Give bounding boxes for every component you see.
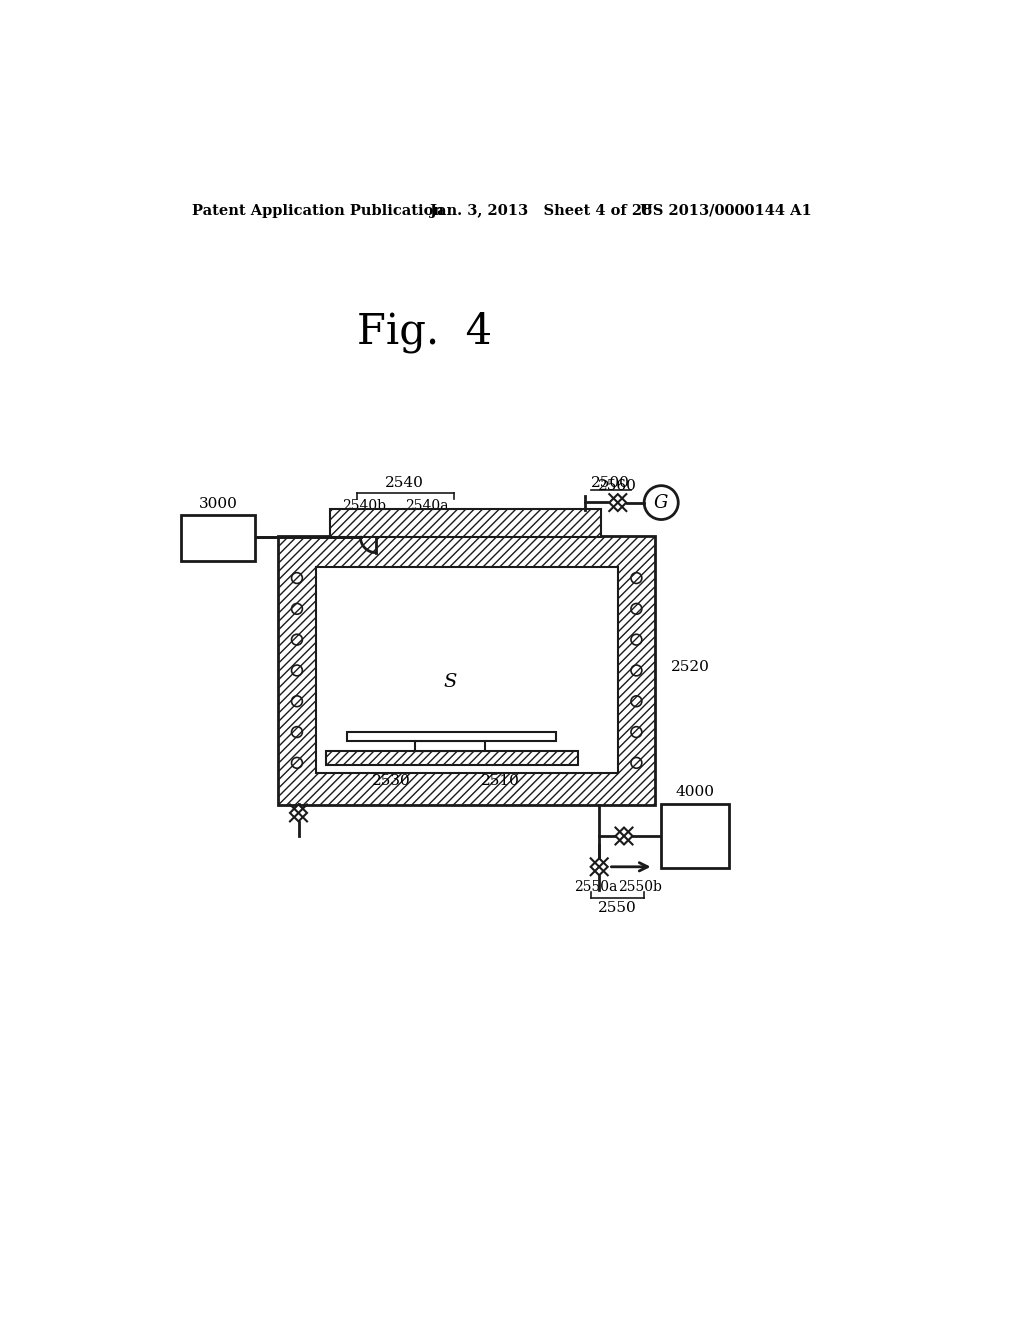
Bar <box>617 536 655 805</box>
Text: 4000: 4000 <box>676 785 715 799</box>
Bar <box>278 536 655 566</box>
Text: 2530: 2530 <box>372 774 411 788</box>
Polygon shape <box>609 494 627 511</box>
Text: 2550b: 2550b <box>618 880 663 894</box>
Bar <box>330 508 601 537</box>
Bar <box>316 566 617 774</box>
Text: Fig.  4: Fig. 4 <box>357 310 493 352</box>
Text: US 2013/0000144 A1: US 2013/0000144 A1 <box>640 203 811 218</box>
Text: 2550: 2550 <box>598 902 637 915</box>
Text: 3000: 3000 <box>199 498 238 511</box>
Polygon shape <box>290 804 307 821</box>
Text: 2540b: 2540b <box>342 499 386 513</box>
Text: 2550a: 2550a <box>573 880 617 894</box>
Bar <box>180 515 255 561</box>
Text: 2500: 2500 <box>591 477 630 490</box>
Text: 2540a: 2540a <box>404 499 449 513</box>
Text: 2510: 2510 <box>480 774 519 788</box>
Bar <box>278 536 316 805</box>
Bar <box>278 774 655 805</box>
Bar <box>662 804 729 869</box>
Bar <box>347 733 556 741</box>
Bar <box>278 536 655 805</box>
Bar <box>326 751 578 766</box>
Text: Jan. 3, 2013   Sheet 4 of 28: Jan. 3, 2013 Sheet 4 of 28 <box>430 203 652 218</box>
Text: 2520: 2520 <box>671 660 710 673</box>
Bar <box>330 508 601 537</box>
Polygon shape <box>615 828 633 845</box>
Text: 2540: 2540 <box>385 477 424 490</box>
Text: Patent Application Publication: Patent Application Publication <box>193 203 444 218</box>
Bar <box>415 741 484 751</box>
Text: S: S <box>443 673 457 690</box>
Polygon shape <box>591 858 607 875</box>
Text: 2560: 2560 <box>598 479 637 492</box>
Text: G: G <box>654 494 669 512</box>
